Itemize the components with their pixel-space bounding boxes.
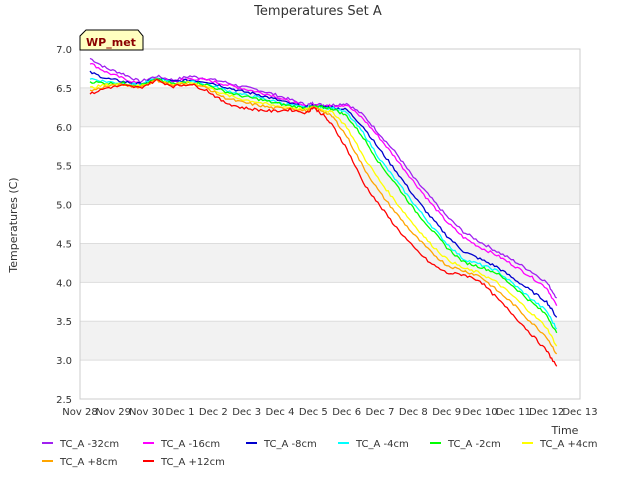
x-tick-label: Nov 28	[62, 407, 97, 418]
plot-band	[80, 321, 580, 361]
legend-label: TC_A +12cm	[160, 457, 225, 468]
y-axis-label: Temperatures (C)	[7, 177, 20, 273]
y-tick-label: 7.0	[56, 45, 72, 56]
y-tick-label: 3.0	[56, 356, 72, 367]
legend-label: TC_A +8cm	[59, 457, 118, 468]
legend-label: TC_A -4cm	[355, 439, 409, 450]
plot-band	[80, 49, 580, 88]
x-tick-label: Dec 6	[332, 407, 361, 418]
plot-band	[80, 360, 580, 399]
series-line-2	[89, 70, 558, 318]
series-line-5	[89, 78, 558, 347]
y-tick-label: 4.5	[56, 239, 72, 250]
x-tick-label: Nov 30	[129, 407, 164, 418]
plot-band	[80, 126, 580, 166]
x-tick-label: Dec 13	[562, 407, 597, 418]
x-tick-label: Dec 8	[399, 407, 428, 418]
x-tick-label: Dec 9	[432, 407, 461, 418]
plot-frame	[79, 48, 581, 400]
x-tick-label: Dec 2	[199, 407, 228, 418]
series-line-6	[89, 78, 558, 355]
y-tick-label: 2.5	[56, 395, 72, 406]
y-tick-label: 3.5	[56, 317, 72, 328]
plot-band	[80, 204, 580, 244]
series-line-7	[89, 78, 558, 367]
x-tick-label: Dec 7	[366, 407, 395, 418]
legend-label: TC_A -32cm	[59, 439, 119, 450]
legend-label: TC_A +4cm	[539, 439, 598, 450]
series-lines	[89, 57, 558, 367]
wp-met-badge: WP_met	[79, 29, 144, 51]
x-tick-label: Dec 10	[462, 407, 497, 418]
x-tick-label: Dec 1	[166, 407, 195, 418]
y-axis: 7.0 6.5 6.0 5.5 5.0 4.5 4.0 3.5 3.0 2.5	[56, 45, 72, 406]
badge-shape	[79, 29, 144, 51]
y-tick-label: 5.0	[56, 201, 72, 212]
x-tick-label: Dec 4	[266, 407, 295, 418]
plot-band	[80, 165, 580, 205]
x-tick-label: Nov 29	[96, 407, 131, 418]
x-tick-label: Dec 12	[529, 407, 564, 418]
y-tick-label: 4.0	[56, 278, 72, 289]
y-tick-label: 5.5	[56, 162, 72, 173]
legend: TC_A -32cm TC_A -16cm TC_A -8cm TC_A -4cm TC…	[42, 439, 598, 468]
y-tick-label: 6.0	[56, 123, 72, 134]
chart-title: Temperatures Set A	[253, 4, 382, 19]
plot-band	[80, 243, 580, 283]
y-tick-label: 6.5	[56, 84, 72, 95]
x-tick-label: Dec 5	[299, 407, 328, 418]
legend-label: TC_A -8cm	[263, 439, 317, 450]
x-tick-label: Dec 11	[496, 407, 531, 418]
legend-label: TC_A -16cm	[160, 439, 220, 450]
legend-label: TC_A -2cm	[447, 439, 501, 450]
series-line-4	[89, 78, 558, 334]
plot-band	[80, 282, 580, 322]
badge-text: WP_met	[86, 36, 136, 49]
x-axis-label: Time	[551, 424, 579, 437]
plot-bands	[80, 48, 580, 400]
x-tick-label: Dec 3	[232, 407, 261, 418]
